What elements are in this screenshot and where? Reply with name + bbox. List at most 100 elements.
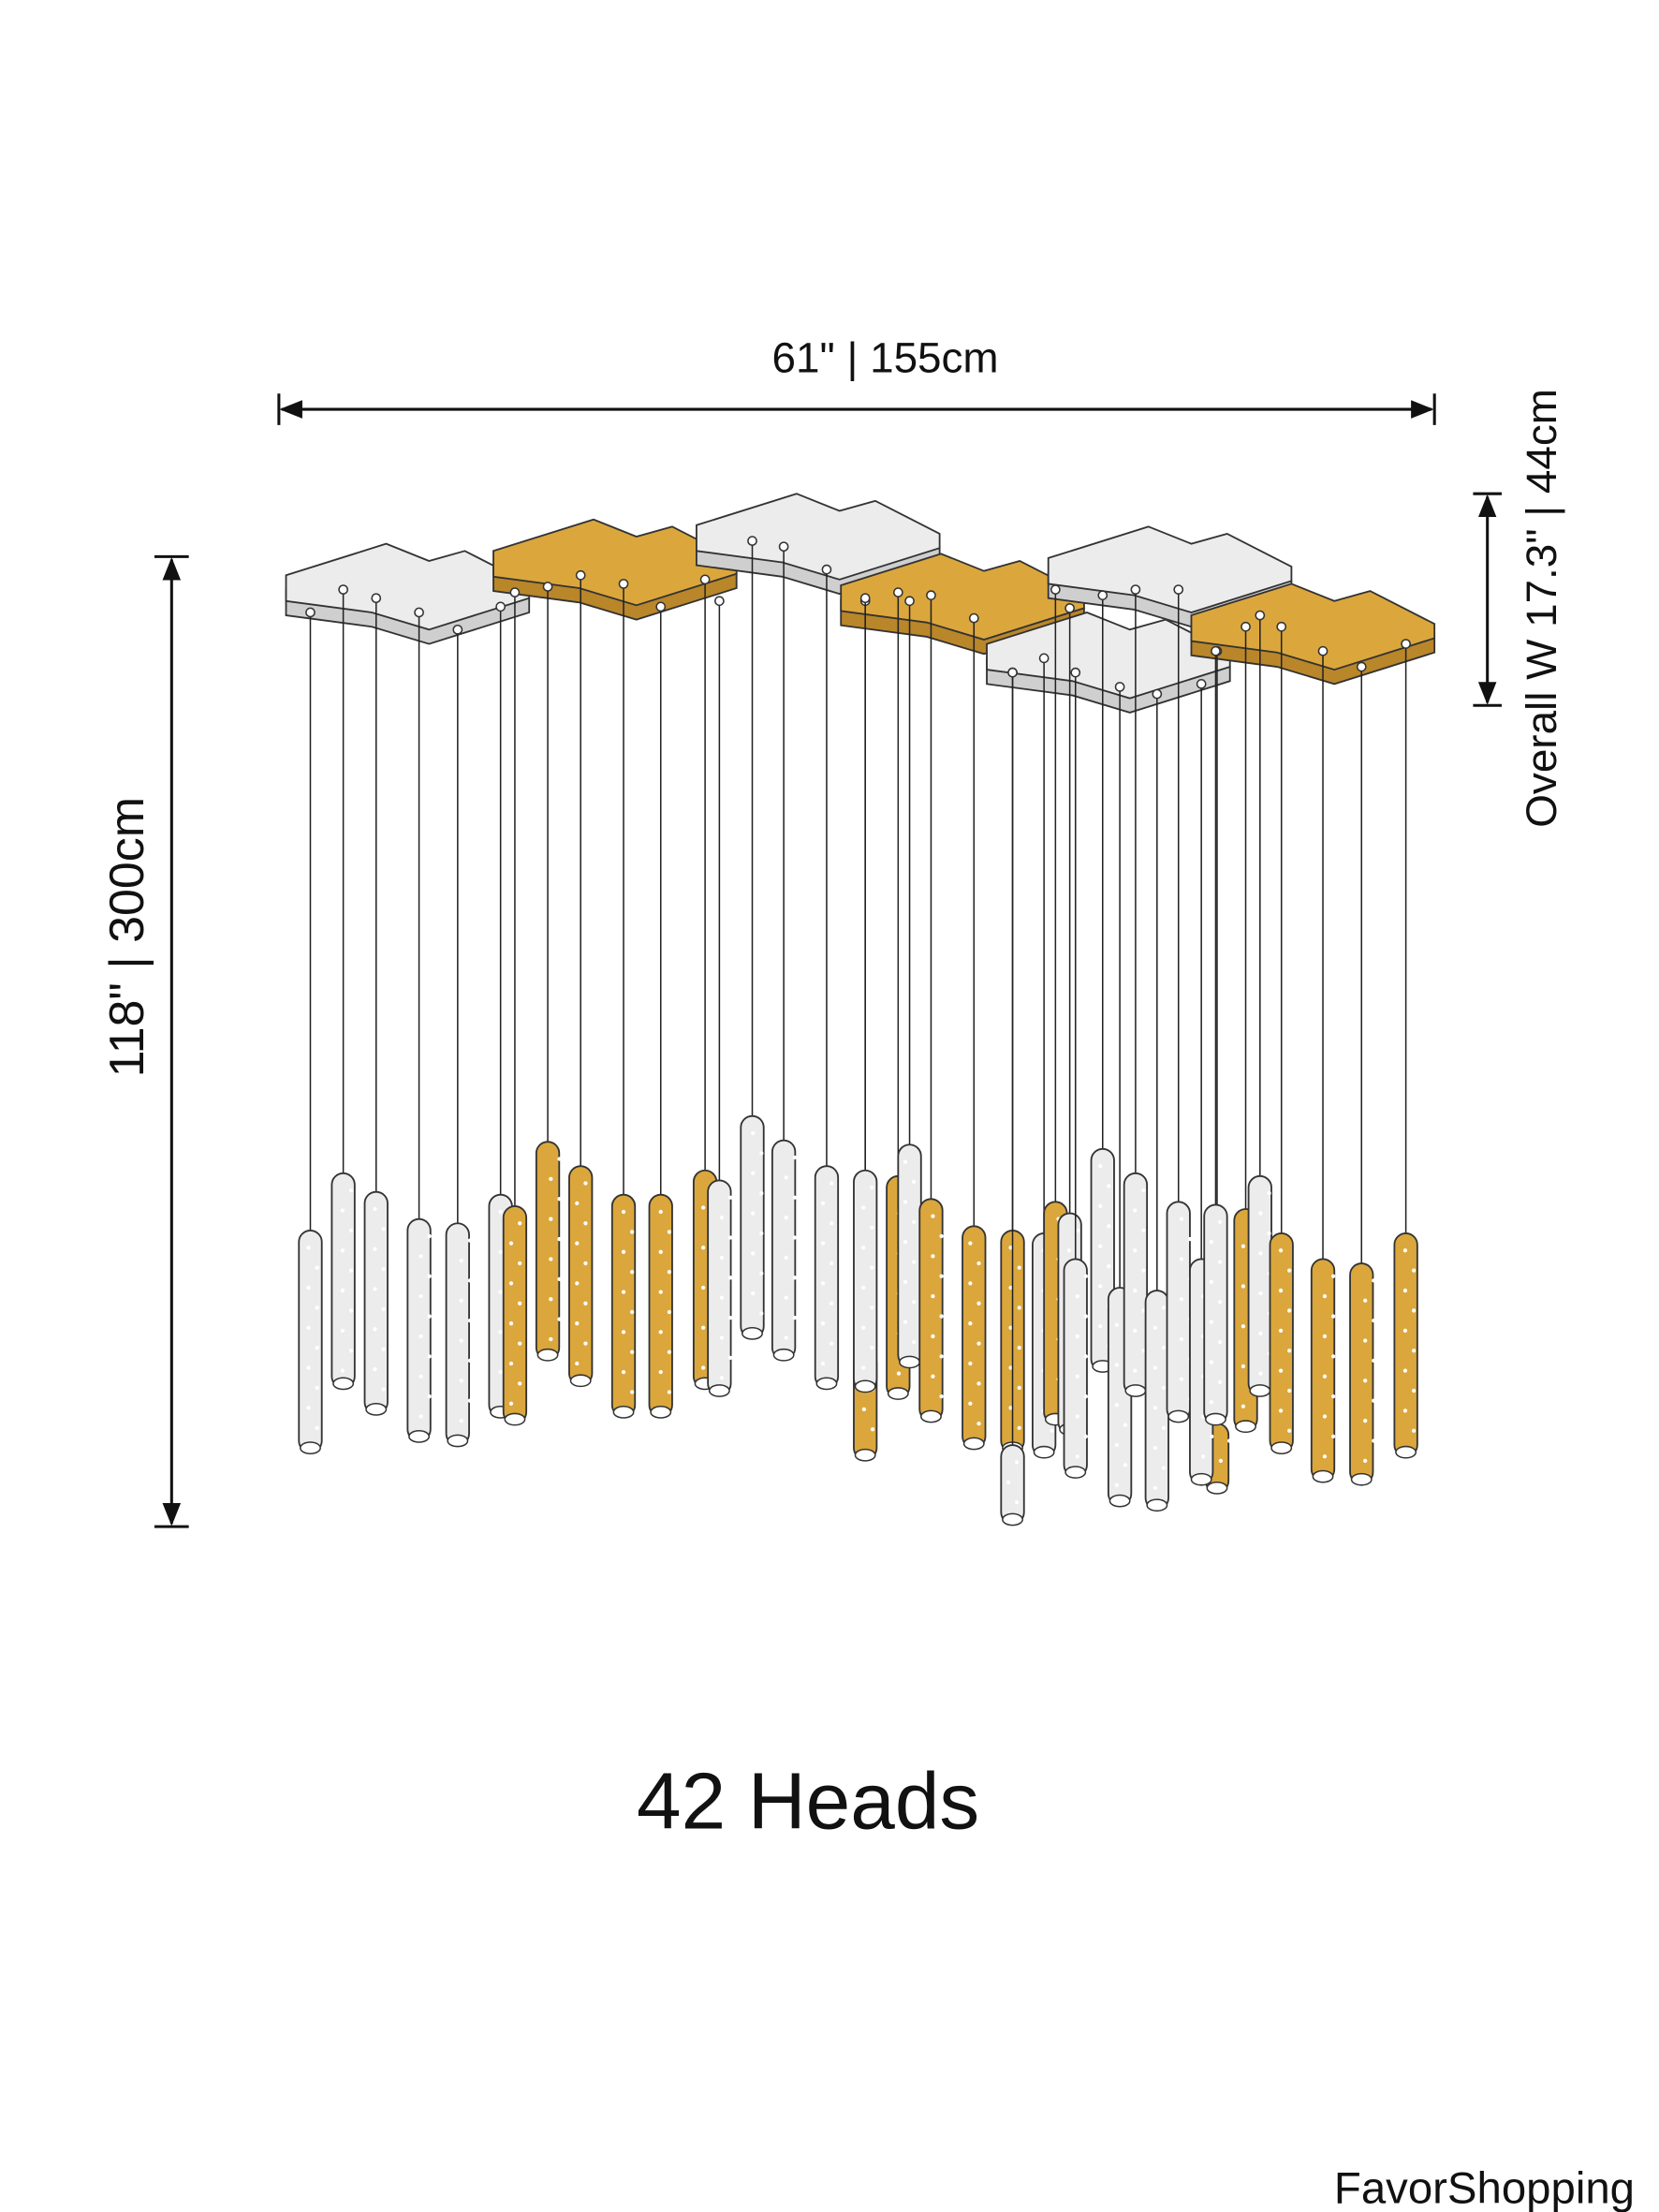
tube-dot xyxy=(968,1281,973,1286)
tube-end xyxy=(1204,1412,1226,1426)
tube-dot xyxy=(340,1328,345,1333)
tube-dot xyxy=(1008,1365,1013,1370)
tube-dot xyxy=(467,1358,473,1364)
tube-dot xyxy=(1322,1294,1328,1299)
tube-dot xyxy=(1267,1231,1271,1236)
tube-dot xyxy=(1241,1324,1246,1329)
tube-dot xyxy=(1188,1236,1193,1242)
cable-anchor xyxy=(495,601,507,612)
tube-dot xyxy=(1241,1364,1246,1369)
tube-dot xyxy=(1258,1371,1263,1376)
cable-anchor xyxy=(509,587,521,597)
tube-dot xyxy=(658,1369,663,1375)
tube-dot xyxy=(911,1219,917,1224)
tube-dot xyxy=(557,1197,562,1202)
tube-dot xyxy=(315,1346,319,1350)
tube-dot xyxy=(968,1401,973,1406)
tube-dot xyxy=(728,1276,733,1280)
tube-end xyxy=(920,1409,942,1423)
cable-anchor xyxy=(618,579,629,589)
tube-dot xyxy=(373,1206,377,1212)
tube-end xyxy=(1146,1498,1168,1512)
tube-dot xyxy=(518,1261,522,1266)
tube-dot xyxy=(1017,1425,1021,1430)
tube-end xyxy=(741,1327,763,1340)
tube-dot xyxy=(621,1369,626,1375)
tube-dot xyxy=(1218,1458,1224,1463)
tube-dot xyxy=(315,1385,319,1391)
pendant-tube xyxy=(610,1193,637,1418)
tube-dot xyxy=(1209,1279,1214,1285)
tube-dot xyxy=(1133,1208,1138,1213)
tube-dot xyxy=(911,1179,917,1185)
tube-dot xyxy=(667,1349,672,1354)
tube-dot xyxy=(467,1278,473,1283)
tube-dot xyxy=(976,1381,981,1386)
cable-anchor xyxy=(714,596,725,607)
pendant-tube xyxy=(445,1222,470,1446)
tube-dot xyxy=(549,1257,553,1261)
tube-dot xyxy=(1402,1328,1408,1333)
tube-end xyxy=(300,1441,321,1454)
tube-dot xyxy=(1098,1164,1103,1169)
tube-dot xyxy=(1258,1211,1263,1216)
tube-dot xyxy=(348,1349,354,1353)
tube-dot xyxy=(1287,1308,1292,1313)
tube-dot xyxy=(315,1265,319,1270)
tube-dot xyxy=(508,1361,514,1366)
tube-dot xyxy=(1363,1418,1368,1423)
tube-dot xyxy=(306,1285,311,1290)
tube-dot xyxy=(427,1314,432,1319)
tube-dot xyxy=(759,1311,764,1316)
tube-dot xyxy=(1322,1454,1328,1459)
tube-dot xyxy=(792,1276,798,1280)
tube-dot xyxy=(700,1246,706,1250)
tube-dot xyxy=(1278,1368,1284,1373)
tube-dot xyxy=(719,1255,725,1261)
tube-dot xyxy=(1017,1346,1021,1350)
tube-dot xyxy=(700,1365,706,1370)
tube-dot xyxy=(667,1309,672,1315)
tube-dot xyxy=(583,1341,588,1346)
tube-dot xyxy=(1331,1274,1336,1278)
tube-dot xyxy=(759,1151,764,1156)
tube-dot xyxy=(870,1346,874,1350)
tube-dot xyxy=(1372,1358,1376,1364)
tube-dot xyxy=(1322,1374,1328,1379)
pendant-tube xyxy=(771,1139,797,1361)
tube-end xyxy=(447,1434,469,1448)
tube-dot xyxy=(861,1205,866,1210)
tube-dot xyxy=(508,1401,514,1406)
tube-dot xyxy=(459,1379,463,1383)
tube-end xyxy=(365,1402,388,1416)
tube-dot xyxy=(381,1227,386,1231)
pendant-tube xyxy=(1349,1262,1374,1485)
cable-anchor xyxy=(1152,688,1163,700)
tube-dot xyxy=(1217,1300,1223,1305)
tube-dot xyxy=(1075,1334,1079,1339)
tube-end xyxy=(332,1377,355,1391)
cable-anchor xyxy=(1097,590,1108,600)
tube-dot xyxy=(1107,1224,1111,1229)
tube-dot xyxy=(549,1217,553,1221)
tube-dot xyxy=(939,1314,944,1319)
tube-dot xyxy=(1014,1460,1020,1465)
tube-dot xyxy=(1066,1248,1072,1253)
tube-dot xyxy=(518,1221,522,1226)
tube-dot xyxy=(820,1241,826,1246)
pendant-tube xyxy=(502,1205,528,1425)
cable-anchor xyxy=(1064,603,1075,613)
tube-dot xyxy=(700,1325,706,1330)
tube-dot xyxy=(1179,1257,1184,1261)
tube-dot xyxy=(1141,1349,1146,1353)
tube-dot xyxy=(1402,1288,1408,1293)
cable-anchor xyxy=(305,607,316,618)
tube-dot xyxy=(315,1305,319,1310)
tube-dot xyxy=(1098,1244,1103,1248)
tube-end xyxy=(1395,1445,1417,1459)
pendant-tube xyxy=(853,1169,878,1392)
tube-dot xyxy=(1141,1268,1146,1273)
tube-dot xyxy=(1123,1463,1128,1467)
tube-dot xyxy=(630,1270,635,1275)
